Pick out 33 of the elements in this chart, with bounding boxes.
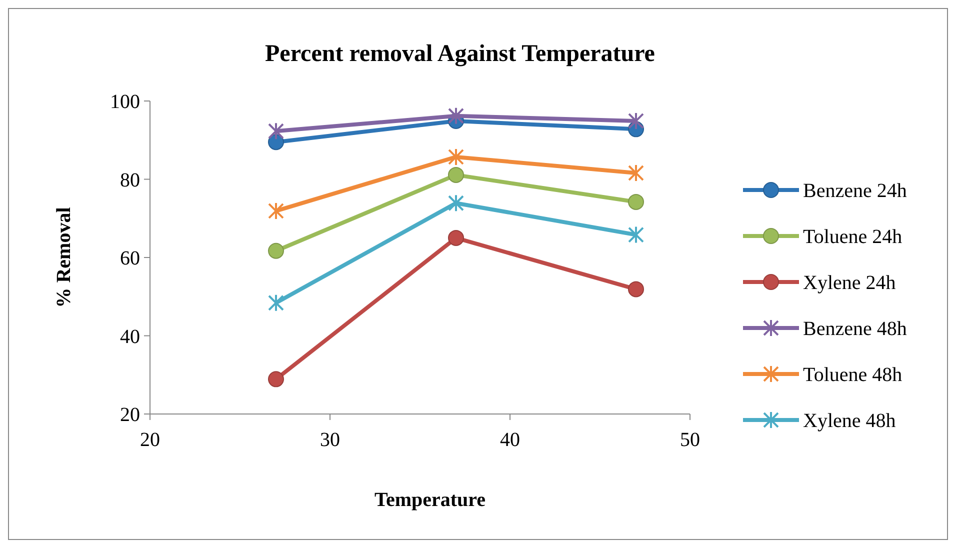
- y-tick-label: 100: [110, 91, 140, 113]
- point: [628, 112, 644, 130]
- legend-label: Benzene 48h: [803, 318, 907, 340]
- point: [448, 194, 464, 212]
- x-tick-label: 50: [680, 429, 700, 451]
- point: [628, 226, 644, 244]
- x-axis-title: Temperature: [374, 489, 486, 511]
- x-tick-label: 30: [320, 429, 340, 451]
- point: [628, 164, 644, 182]
- y-tick-label: 60: [120, 248, 140, 270]
- point: [448, 166, 464, 183]
- legend-label: Toluene 24h: [803, 226, 902, 248]
- x-tick-label: 20: [140, 429, 160, 451]
- y-tick-label: 40: [120, 326, 140, 348]
- legend-label: Xylene 24h: [803, 272, 896, 294]
- legend-label: Toluene 48h: [803, 364, 902, 386]
- point: [448, 106, 464, 125]
- point: [268, 242, 284, 259]
- chart-title: Percent removal Against Temperature: [265, 41, 656, 67]
- point: [268, 122, 284, 140]
- point: [628, 194, 644, 210]
- point: [448, 148, 464, 166]
- point: [628, 281, 644, 298]
- point: [448, 230, 464, 246]
- y-tick-label: 80: [120, 169, 140, 192]
- x-tick-label: 40: [500, 429, 520, 451]
- y-axis-title: % Removal: [53, 206, 75, 308]
- legend-label: Xylene 48h: [803, 410, 896, 432]
- point: [268, 294, 284, 312]
- y-tick-label: 20: [120, 404, 140, 426]
- point: [268, 202, 284, 220]
- point: [268, 371, 284, 388]
- legend-label: Benzene 24h: [803, 180, 907, 202]
